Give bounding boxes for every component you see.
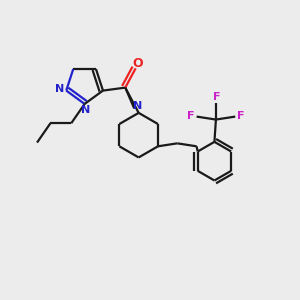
Text: N: N (82, 106, 91, 116)
Text: N: N (55, 84, 64, 94)
Text: F: F (237, 111, 244, 121)
Text: N: N (134, 101, 143, 111)
Text: F: F (213, 92, 220, 102)
Text: F: F (188, 111, 195, 121)
Text: O: O (133, 57, 143, 70)
